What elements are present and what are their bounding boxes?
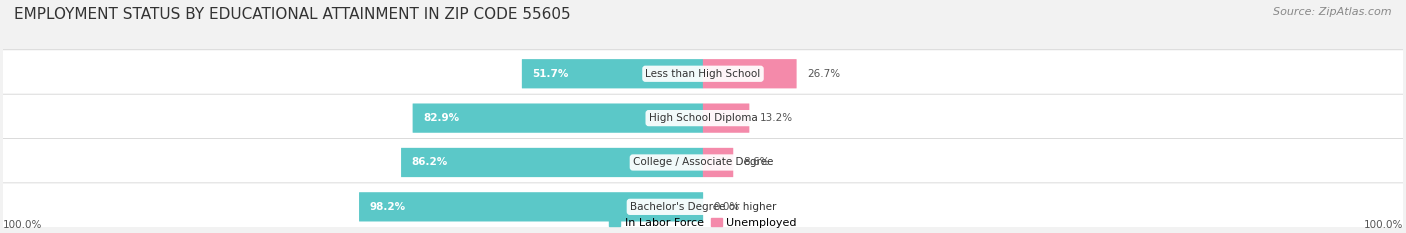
Text: Source: ZipAtlas.com: Source: ZipAtlas.com [1274,7,1392,17]
Text: 82.9%: 82.9% [423,113,460,123]
FancyBboxPatch shape [703,103,749,133]
FancyBboxPatch shape [401,148,703,177]
Text: Less than High School: Less than High School [645,69,761,79]
Text: 26.7%: 26.7% [807,69,841,79]
Text: 98.2%: 98.2% [370,202,406,212]
Text: 8.6%: 8.6% [744,158,770,168]
FancyBboxPatch shape [1,94,1405,142]
Text: 100.0%: 100.0% [3,219,42,230]
Text: High School Diploma: High School Diploma [648,113,758,123]
Text: 13.2%: 13.2% [759,113,793,123]
FancyBboxPatch shape [1,183,1405,231]
FancyBboxPatch shape [522,59,703,88]
FancyBboxPatch shape [1,50,1405,98]
Text: College / Associate Degree: College / Associate Degree [633,158,773,168]
Legend: In Labor Force, Unemployed: In Labor Force, Unemployed [605,213,801,233]
FancyBboxPatch shape [703,59,797,88]
FancyBboxPatch shape [359,192,703,222]
Text: 51.7%: 51.7% [533,69,569,79]
Text: 0.0%: 0.0% [713,202,740,212]
FancyBboxPatch shape [1,139,1405,186]
Text: EMPLOYMENT STATUS BY EDUCATIONAL ATTAINMENT IN ZIP CODE 55605: EMPLOYMENT STATUS BY EDUCATIONAL ATTAINM… [14,7,571,22]
Text: Bachelor's Degree or higher: Bachelor's Degree or higher [630,202,776,212]
Text: 86.2%: 86.2% [412,158,449,168]
FancyBboxPatch shape [703,148,734,177]
FancyBboxPatch shape [412,103,703,133]
Text: 100.0%: 100.0% [1364,219,1403,230]
